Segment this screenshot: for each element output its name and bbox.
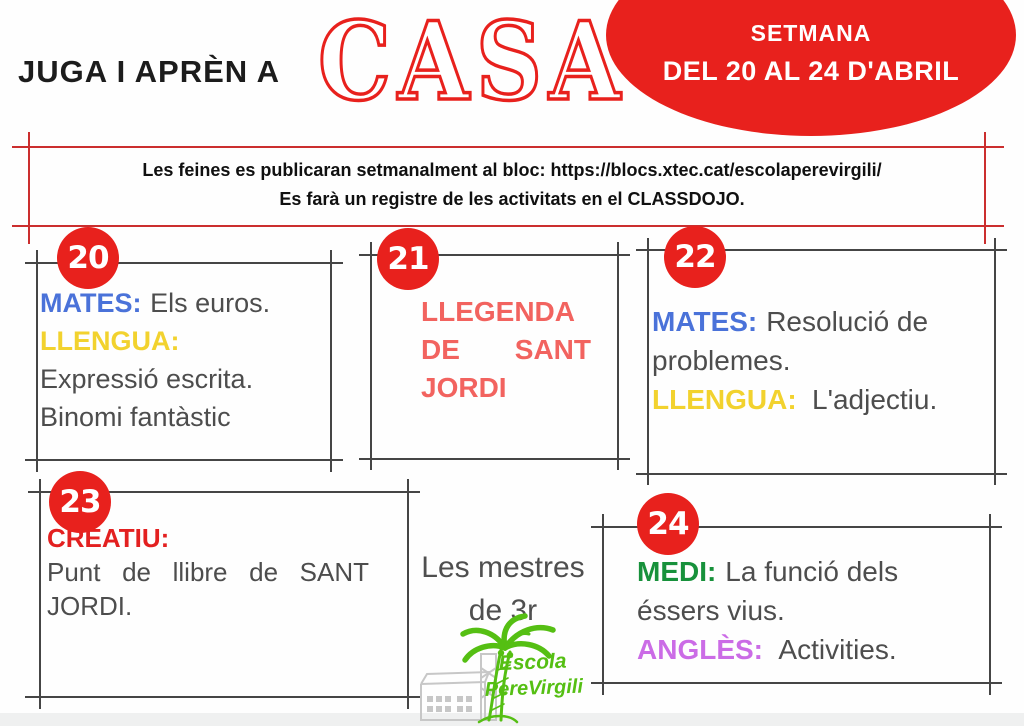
day21-line3: JORDI xyxy=(421,372,507,403)
blog-notice: Les feines es publicaran setmanalment al… xyxy=(40,156,984,214)
day22-box-top xyxy=(636,249,1007,251)
day23-number: 23 xyxy=(59,484,101,520)
teachers-line2: de 3r xyxy=(468,594,538,627)
day21-box-top xyxy=(359,254,630,256)
notice-frame-right-line xyxy=(984,132,986,244)
day20-content: MATES: Els euros. LLENGUA: Expressió escr… xyxy=(40,284,340,436)
day24-line2: éssers vius. xyxy=(637,595,785,626)
day21-word-de: DE xyxy=(421,334,460,365)
notice-frame-bottom-line xyxy=(12,225,1004,227)
day23-word-2: de xyxy=(122,557,152,587)
blog-notice-line2: Es farà un registre de les activitats en… xyxy=(279,189,745,209)
day23-word-5: SANT xyxy=(299,557,369,587)
day20-subject-mates: MATES: xyxy=(40,288,142,318)
day20-task-mates: Els euros. xyxy=(150,288,271,318)
day24-subject-medi: MEDI: xyxy=(637,556,717,587)
day21-number: 21 xyxy=(387,241,429,277)
day21-content: LLEGENDA DE SANT JORDI xyxy=(421,293,591,407)
day20-box-left xyxy=(36,250,38,472)
building-windows xyxy=(427,696,472,712)
day24-box-right xyxy=(989,514,991,695)
day23-circle: 23 xyxy=(49,471,111,533)
blog-notice-line1: Les feines es publicaran setmanalment al… xyxy=(142,160,882,180)
notice-frame-left-line xyxy=(28,132,30,244)
day24-subject-angles: ANGLÈS: xyxy=(637,634,763,665)
day24-task-medi: La funció dels xyxy=(725,556,899,587)
day23-box-right xyxy=(407,479,409,709)
day20-line1: MATES: Els euros. xyxy=(40,284,340,322)
day22-subject-mates: MATES: xyxy=(652,306,758,337)
day21-circle: 21 xyxy=(377,228,439,290)
day23-line3: JORDI. xyxy=(47,591,133,621)
palm-tree-icon xyxy=(460,613,556,724)
day23-word-3: llibre xyxy=(172,557,228,587)
day22-circle: 22 xyxy=(664,226,726,288)
day24-box-left xyxy=(602,514,604,695)
day22-box-right xyxy=(994,238,996,485)
day21-box-left xyxy=(370,242,372,470)
teachers-line1: Les mestres xyxy=(421,551,585,584)
day22-box-bottom xyxy=(636,473,1007,475)
school-logo: Escola PereVirgili xyxy=(420,613,584,724)
day22-subject-llengua: LLENGUA: xyxy=(652,384,797,415)
day24-line3: ANGLÈS: Activities. xyxy=(637,630,982,669)
day23-line2: Punt de llibre de SANT xyxy=(47,555,369,589)
day20-box-top xyxy=(25,262,343,264)
logo-school-name-line1: Escola xyxy=(498,650,567,675)
day22-task-mates: Resolució de xyxy=(766,306,929,337)
day21-box-bottom xyxy=(359,458,630,460)
day22-box-left xyxy=(647,238,649,485)
page-title: JUGA I APRÈN A xyxy=(18,54,281,89)
day20-box-right xyxy=(330,250,332,472)
school-building-icon xyxy=(420,653,497,721)
day20-number: 20 xyxy=(67,240,109,276)
day24-number: 24 xyxy=(647,506,689,542)
day23-box-top xyxy=(28,491,420,493)
day24-box-bottom xyxy=(591,682,1002,684)
day21-box-right xyxy=(617,242,619,470)
day23-content: CREATIU: Punt de llibre de SANT JORDI. xyxy=(47,521,369,623)
day20-subject-llengua: LLENGUA: xyxy=(40,326,180,356)
day22-line2: problemes. xyxy=(652,345,791,376)
day20-line3: Expressió escrita. xyxy=(40,364,254,394)
day23-word-1: Punt xyxy=(47,557,101,587)
day23-box-bottom xyxy=(25,696,420,698)
day20-line2: LLENGUA: xyxy=(40,322,340,360)
week-badge-line1: SETMANA xyxy=(750,20,872,46)
day24-box-top xyxy=(591,526,1002,528)
day21-line1: LLEGENDA xyxy=(421,296,575,327)
day20-line4: Binomi fantàstic xyxy=(40,402,231,432)
week-badge-line2: DEL 20 AL 24 D'ABRIL xyxy=(662,56,960,86)
day24-line1: MEDI: La funció dels xyxy=(637,552,982,591)
day22-task-llengua: L'adjectiu. xyxy=(812,384,938,415)
day22-number: 22 xyxy=(674,239,716,275)
day22-content: MATES: Resolució de problemes. LLENGUA: L'… xyxy=(652,302,990,419)
day20-circle: 20 xyxy=(57,227,119,289)
logo-school-name-line2: PereVirgili xyxy=(484,676,583,701)
day23-box-left xyxy=(39,479,41,709)
day22-line3: LLENGUA: L'adjectiu. xyxy=(652,380,990,419)
day24-task-angles: Activities. xyxy=(778,634,897,665)
day22-line1: MATES: Resolució de xyxy=(652,302,990,341)
day23-word-4: de xyxy=(249,557,279,587)
day21-line2: DE SANT xyxy=(421,331,591,369)
day21-word-sant: SANT xyxy=(514,334,591,365)
teachers-note: Les mestres de 3r xyxy=(408,546,598,632)
day24-circle: 24 xyxy=(637,493,699,555)
day24-content: MEDI: La funció dels éssers vius. ANGLÈS:… xyxy=(637,552,982,669)
notice-frame-top-line xyxy=(12,146,1004,148)
title-highlight-casa: CASA xyxy=(317,0,628,125)
day20-box-bottom xyxy=(25,459,343,461)
